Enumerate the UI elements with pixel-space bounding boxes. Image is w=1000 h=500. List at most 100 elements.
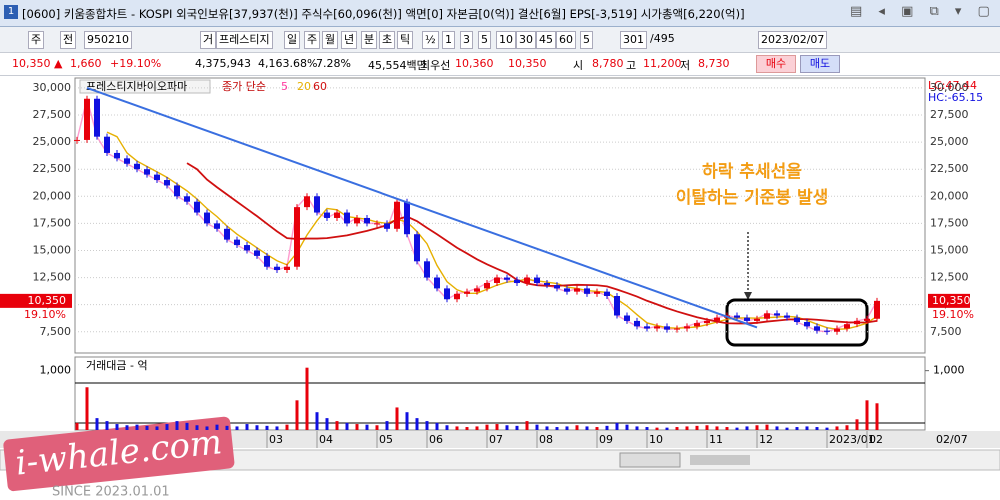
y-tick-label: 7,500 bbox=[40, 325, 72, 338]
y-tick-label: 30,000 bbox=[33, 81, 72, 94]
toolbar-item[interactable]: 5 bbox=[580, 31, 593, 49]
toolbar-item[interactable]: 10 bbox=[496, 31, 516, 49]
toolbar-item[interactable]: 월 bbox=[322, 31, 339, 49]
volume-bar bbox=[745, 426, 749, 430]
volume-bar bbox=[235, 426, 239, 430]
volume-bar bbox=[585, 426, 589, 430]
x-tick-label: 07 bbox=[489, 433, 503, 446]
candle bbox=[434, 277, 440, 289]
toolbar-item[interactable]: 일 bbox=[284, 31, 301, 49]
toolbar-item[interactable]: ½ bbox=[422, 31, 439, 49]
volume-bar bbox=[855, 419, 859, 430]
candle bbox=[754, 318, 760, 321]
toolbar-item[interactable]: 거 bbox=[200, 31, 217, 49]
window-controls[interactable]: ▤ ◂ ▣ ⧉ ▾ ▢ ✕ bbox=[850, 4, 1000, 19]
toolbar-item[interactable]: 주 bbox=[304, 31, 321, 49]
ma-period: 5 bbox=[281, 80, 288, 93]
toolbar-item[interactable]: 30 bbox=[516, 31, 536, 49]
candle bbox=[744, 317, 750, 321]
turnover: 7.28% bbox=[316, 57, 351, 70]
candle bbox=[694, 323, 700, 327]
x-tick-label: 11 bbox=[709, 433, 723, 446]
toolbar-item[interactable]: 분 bbox=[361, 31, 378, 49]
volume-bar bbox=[435, 422, 439, 430]
volume-bar bbox=[665, 427, 669, 430]
volume-bar bbox=[75, 422, 79, 430]
candle bbox=[804, 322, 810, 327]
toolbar-item[interactable]: 년 bbox=[341, 31, 358, 49]
toolbar-item[interactable]: 초 bbox=[379, 31, 396, 49]
price-tag bbox=[928, 293, 970, 308]
volume-bar bbox=[455, 426, 459, 430]
candle bbox=[734, 315, 740, 318]
candle bbox=[504, 277, 510, 280]
name-box bbox=[79, 79, 211, 94]
y-tick-label: 25,000 bbox=[930, 135, 969, 148]
candle bbox=[494, 277, 500, 283]
scroll-buttons[interactable] bbox=[619, 452, 681, 468]
candle bbox=[574, 288, 580, 292]
volume-bar bbox=[615, 422, 619, 430]
volume-bar bbox=[215, 424, 219, 430]
volume-bar bbox=[95, 418, 99, 430]
price-tag-label: 10,350 bbox=[28, 294, 67, 307]
toolbar-item[interactable]: /495 bbox=[650, 32, 675, 45]
candle bbox=[854, 320, 860, 325]
toolbar-item[interactable]: 301 bbox=[620, 31, 647, 49]
sell-button[interactable]: 매도 bbox=[800, 55, 840, 73]
volume-bar bbox=[85, 387, 89, 430]
toolbar-item[interactable]: 2023/02/07 bbox=[758, 31, 828, 49]
volume-bar bbox=[555, 427, 559, 430]
x-tick-label: 12 bbox=[759, 433, 773, 446]
ma-period: 60 bbox=[313, 80, 327, 93]
volume-bar bbox=[545, 426, 549, 430]
candle bbox=[164, 180, 170, 186]
toolbar-item[interactable]: 950210 bbox=[84, 31, 132, 49]
toolbar-item[interactable]: 틱 bbox=[397, 31, 414, 49]
x-tick-label: 09 bbox=[599, 433, 613, 446]
scroll-thumb[interactable] bbox=[690, 455, 750, 465]
candle bbox=[324, 212, 330, 218]
toolbar-item[interactable]: 5 bbox=[478, 31, 491, 49]
candle bbox=[834, 328, 840, 332]
toolbar-item[interactable]: 프레스티지 bbox=[216, 31, 273, 49]
volume-bar bbox=[865, 400, 869, 430]
volume-bar bbox=[485, 424, 489, 430]
volume-bar bbox=[765, 424, 769, 430]
candle bbox=[604, 291, 610, 296]
x-tick-label: 06 bbox=[429, 433, 443, 446]
toolbar-item[interactable]: 전 bbox=[60, 31, 77, 49]
x-tick-label: 05 bbox=[379, 433, 393, 446]
volume-bar bbox=[445, 425, 449, 430]
volume-bar bbox=[685, 426, 689, 430]
chart-bg bbox=[0, 76, 1000, 450]
toolbar-item[interactable]: 주 bbox=[28, 31, 45, 49]
watermark-since: SINCE 2023.01.01 bbox=[52, 485, 170, 500]
toolbar: 주 전 950210 거 프레스티지 일 주 월 년 분 초 틱 ½ 1 3 5 10 30 45 60 5 301/49… bbox=[0, 27, 1000, 53]
volume-bar bbox=[305, 367, 309, 430]
buy-button[interactable]: 매수 bbox=[756, 55, 796, 73]
y-tick-label: 15,000 bbox=[930, 243, 969, 256]
volume-bar bbox=[805, 426, 809, 430]
y-tick-label: 27,500 bbox=[930, 108, 969, 121]
change: 1,660 bbox=[70, 57, 102, 70]
volume-bar bbox=[535, 424, 539, 430]
candle bbox=[784, 315, 790, 318]
volume-bar bbox=[795, 427, 799, 430]
x-tick-label: 03 bbox=[269, 433, 283, 446]
best-label: 최우선 bbox=[420, 59, 451, 72]
annotation: 하락 추세선을 bbox=[702, 162, 802, 182]
volume-bar bbox=[275, 426, 279, 430]
toolbar-item[interactable]: 1 bbox=[442, 31, 455, 49]
volume-title: 거래대금 - 억 bbox=[86, 359, 148, 372]
volume-bar bbox=[735, 427, 739, 430]
cursor-date: 02/07 bbox=[936, 433, 968, 446]
toolbar-item[interactable]: 3 bbox=[460, 31, 473, 49]
toolbar-item[interactable]: 60 bbox=[556, 31, 576, 49]
volume-bar bbox=[595, 427, 599, 430]
rate: +19.10% bbox=[110, 57, 162, 70]
price: 10,350 ▲ bbox=[12, 57, 63, 70]
toolbar-item[interactable]: 45 bbox=[536, 31, 556, 49]
volume-bar bbox=[635, 426, 639, 430]
